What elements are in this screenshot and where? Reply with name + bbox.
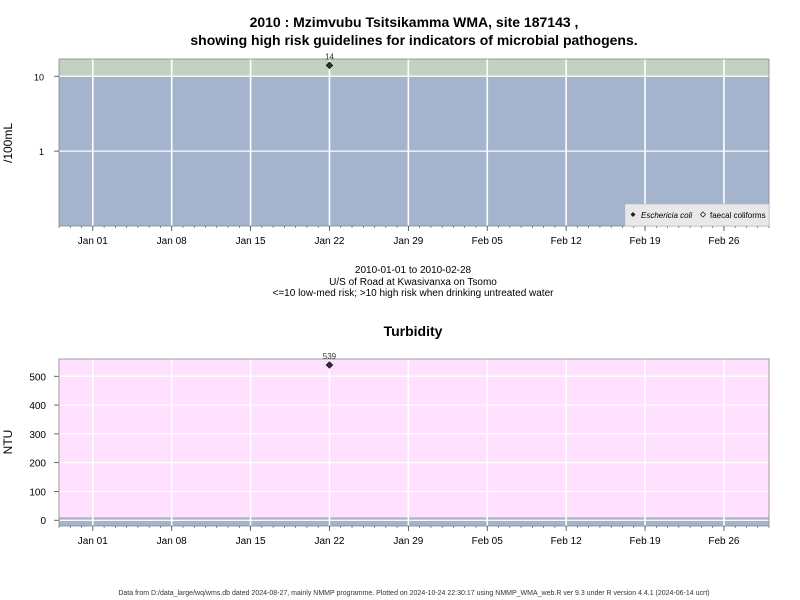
x-tick-label: Feb 05: [472, 536, 504, 547]
x-tick-label: Jan 22: [314, 236, 344, 247]
x-tick-label: Jan 29: [393, 236, 423, 247]
x-tick-label: Jan 08: [157, 536, 187, 547]
x-tick-label: Jan 29: [393, 536, 423, 547]
y-tick-label: 1: [39, 147, 44, 157]
legend-filled-diamond-icon: [630, 212, 636, 217]
legend-ecoli-label: Eschericia coli: [641, 211, 692, 220]
x-tick-label: Feb 26: [708, 236, 740, 247]
y-tick-label: 100: [29, 487, 46, 498]
y-tick-label: 200: [29, 459, 46, 470]
turbidity-y-axis: 0 100 200 300 400 500: [29, 372, 59, 527]
microbial-plot-frame: [58, 58, 770, 227]
x-tick-label: Jan 22: [314, 536, 344, 547]
x-tick-label: Feb 26: [708, 536, 740, 547]
turbidity-y-axis-label: NTU: [1, 430, 15, 455]
legend-box: [624, 203, 770, 227]
y-tick-label: 0: [40, 516, 46, 527]
footer-note: Data from D:/data_large/wq/wms.db dated …: [118, 590, 709, 597]
microbial-points: 14: [325, 52, 334, 70]
turbidity-points: 539: [323, 352, 337, 369]
x-tick-label: Jan 01: [78, 536, 108, 547]
data-point-label: 14: [325, 52, 334, 61]
x-tick-label: Feb 19: [629, 536, 661, 547]
microbial-grid: [59, 59, 769, 226]
chart-title-line2: showing high risk guidelines for indicat…: [190, 32, 637, 48]
data-point: [325, 61, 334, 70]
date-range-caption: 2010-01-01 to 2010-02-28: [355, 265, 472, 276]
x-tick-label: Feb 05: [472, 236, 504, 247]
microbial-y-axis-label: /100mL: [1, 123, 15, 163]
legend-open-diamond-icon: [699, 211, 707, 218]
x-tick-label: Feb 19: [629, 236, 661, 247]
y-tick-label: 500: [29, 372, 46, 383]
data-point-label: 539: [323, 352, 337, 361]
x-tick-label: Feb 12: [551, 536, 583, 547]
y-tick-label: 10: [34, 72, 44, 82]
x-tick-label: Jan 08: [157, 236, 187, 247]
high-risk-band: [59, 59, 769, 77]
data-point: [325, 361, 334, 369]
y-tick-label: 400: [29, 401, 46, 412]
y-tick-label: 300: [29, 430, 46, 441]
turbidity-low-band: [59, 517, 769, 526]
chart-title-line1: 2010 : Mzimvubu Tsitsikamma WMA, site 18…: [250, 14, 579, 30]
x-tick-label: Jan 01: [78, 236, 108, 247]
turbidity-title: Turbidity: [384, 323, 443, 339]
risk-guideline-caption: <=10 low-med risk; >10 high risk when dr…: [273, 288, 555, 299]
turbidity-x-axis: Jan 01 Jan 08 Jan 15 Jan 22 Jan 29 Feb 05 Feb …: [58, 526, 770, 547]
legend-faecal-coliforms-label: faecal coliforms: [710, 211, 766, 220]
microbial-legend: Eschericia coli faecal coliforms: [624, 203, 770, 227]
site-description-caption: U/S of Road at Kwasivanxa on Tsomo: [329, 277, 497, 288]
x-tick-label: Jan 15: [236, 536, 266, 547]
x-tick-label: Jan 15: [236, 236, 266, 247]
turbidity-panel: Jan 01 Jan 08 Jan 15 Jan 22 Jan 29 Feb 05 Feb …: [1, 352, 770, 547]
turbidity-plot-background: [59, 359, 769, 526]
turbidity-grid: [59, 359, 769, 526]
microbial-panel: Jan 01 Jan 08 Jan 15 Jan 22 Jan 29 Feb 05 Feb …: [1, 52, 770, 247]
x-tick-label: Feb 12: [551, 236, 583, 247]
microbial-y-axis: 1 10: [34, 72, 59, 157]
microbial-x-axis: Jan 01 Jan 08 Jan 15 Jan 22 Jan 29 Feb 05 Feb …: [58, 226, 770, 247]
turbidity-plot-frame: [58, 358, 770, 527]
